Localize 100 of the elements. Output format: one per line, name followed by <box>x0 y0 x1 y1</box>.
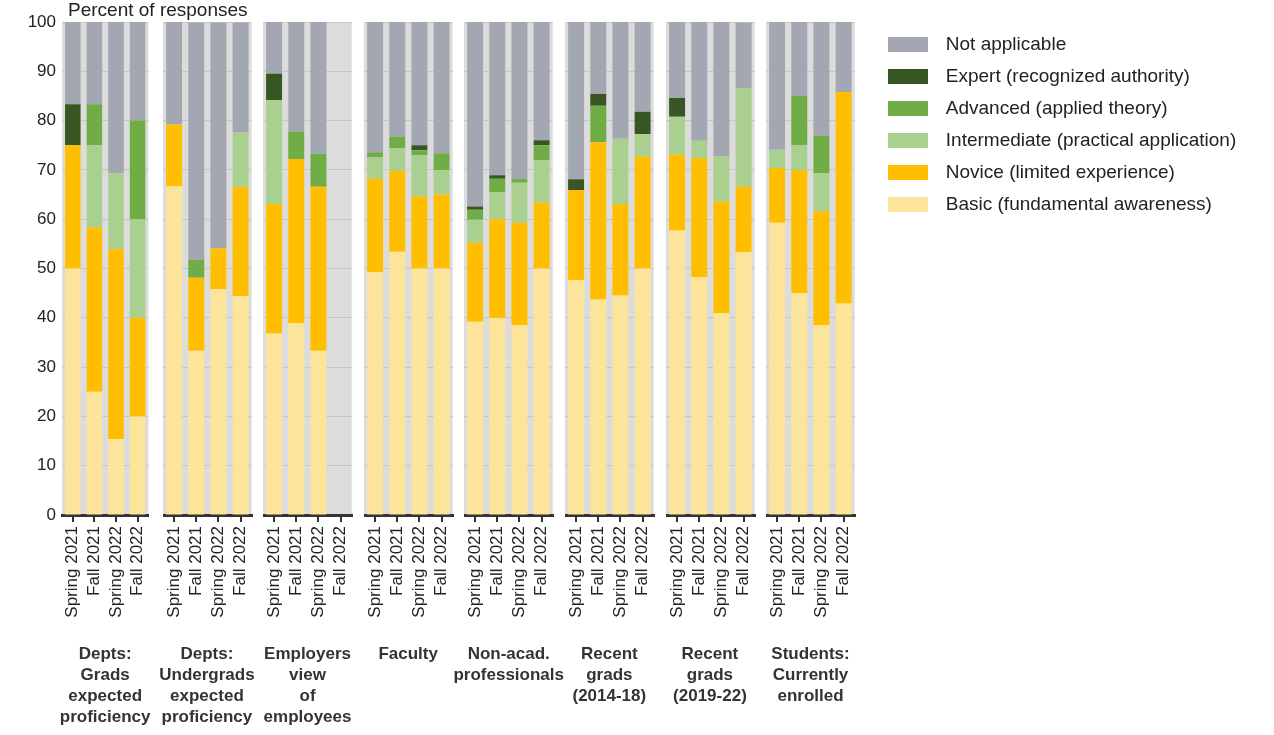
x-tick-label: Spring 2022 <box>105 526 125 618</box>
bar <box>713 22 729 157</box>
bar <box>735 186 752 253</box>
bar <box>433 169 450 195</box>
x-tick-label: Spring 2021 <box>263 526 283 618</box>
y-tick-label: 0 <box>46 504 56 524</box>
x-tick-label: Spring 2021 <box>565 526 585 618</box>
bar <box>489 22 506 176</box>
bar <box>769 22 786 150</box>
bar <box>210 248 226 290</box>
bar <box>813 211 830 326</box>
bar <box>791 293 808 515</box>
bar <box>813 325 830 515</box>
bar <box>108 439 124 515</box>
bar <box>791 169 808 294</box>
bar <box>713 156 729 202</box>
bar <box>310 350 327 515</box>
bar <box>266 333 283 515</box>
bar <box>411 150 428 156</box>
x-axis-title: Non-acad. professionals <box>452 643 565 685</box>
x-tick-label: Fall 2021 <box>286 526 306 596</box>
bar <box>511 325 528 515</box>
bar <box>129 120 146 220</box>
bar <box>266 203 283 334</box>
x-tick-label: Spring 2021 <box>465 526 485 618</box>
bar <box>366 178 383 272</box>
bar <box>467 242 484 322</box>
bar <box>366 271 383 515</box>
bar <box>769 222 786 515</box>
bar <box>835 303 852 515</box>
bar <box>232 22 249 132</box>
bar <box>288 323 305 515</box>
bar <box>769 149 786 168</box>
bar <box>590 142 607 300</box>
x-axis-title: Recent grads (2019-22) <box>673 644 747 705</box>
bar <box>65 104 81 146</box>
bar <box>690 22 707 141</box>
y-tick-label: 10 <box>37 455 56 475</box>
bar <box>86 104 103 146</box>
bar <box>467 209 484 220</box>
bar <box>389 136 406 149</box>
x-tick-label: Fall 2021 <box>688 526 708 596</box>
bar <box>713 313 729 515</box>
bar <box>366 157 383 179</box>
bar <box>634 111 651 134</box>
y-tick-label: 80 <box>37 110 56 130</box>
bar <box>86 391 103 515</box>
x-tick-label: Fall 2022 <box>229 526 249 596</box>
bar <box>65 145 81 269</box>
bar <box>791 145 808 170</box>
x-tick-label: Spring 2021 <box>364 526 384 618</box>
bar <box>713 201 729 314</box>
bar <box>534 22 550 141</box>
bar <box>813 173 830 212</box>
y-tick-label: 20 <box>37 406 56 426</box>
bar <box>690 276 707 515</box>
x-tick-label: Fall 2021 <box>185 526 205 596</box>
y-tick-label: 50 <box>37 258 56 278</box>
bar <box>389 22 406 137</box>
bar <box>467 321 484 515</box>
bar <box>65 268 81 515</box>
bar <box>791 95 808 146</box>
x-tick-label: Spring 2022 <box>408 526 428 618</box>
legend-label: Basic (fundamental awareness) <box>945 193 1212 215</box>
bar <box>813 22 830 136</box>
bar <box>389 170 406 252</box>
bar <box>232 131 249 187</box>
y-axis-title: Percent of responses <box>68 0 248 20</box>
y-tick-label: 60 <box>37 208 56 228</box>
x-axis-title: Faculty <box>378 644 438 663</box>
x-tick-label: Spring 2021 <box>666 526 686 618</box>
bar <box>187 350 204 515</box>
x-axis-title: Depts: Grads expected proficiency <box>59 644 151 726</box>
bar <box>612 138 629 204</box>
legend-label: Intermediate (practical application) <box>945 129 1237 151</box>
bar <box>668 230 685 515</box>
bar <box>634 22 651 112</box>
x-tick-label: Fall 2022 <box>127 526 147 596</box>
bar <box>668 116 685 155</box>
bar <box>411 145 428 151</box>
x-tick-label: Spring 2021 <box>62 526 82 618</box>
x-tick-label: Spring 2022 <box>710 526 730 618</box>
bar <box>590 105 607 143</box>
x-tick-label: Fall 2022 <box>833 526 853 596</box>
bar <box>165 22 182 125</box>
bar <box>534 268 550 515</box>
bar <box>634 133 651 157</box>
bar <box>310 22 327 154</box>
bar <box>467 206 484 210</box>
bar <box>232 186 249 297</box>
bar <box>266 99 283 204</box>
x-tick-label: Fall 2022 <box>330 526 350 596</box>
x-tick-label: Fall 2022 <box>632 526 652 596</box>
bar <box>288 131 305 160</box>
x-tick-label: Fall 2021 <box>789 526 809 596</box>
bar <box>86 145 103 228</box>
x-tick-label: Fall 2021 <box>487 526 507 596</box>
y-tick-label: 70 <box>37 159 56 179</box>
bar <box>129 317 146 417</box>
bar <box>634 268 651 515</box>
